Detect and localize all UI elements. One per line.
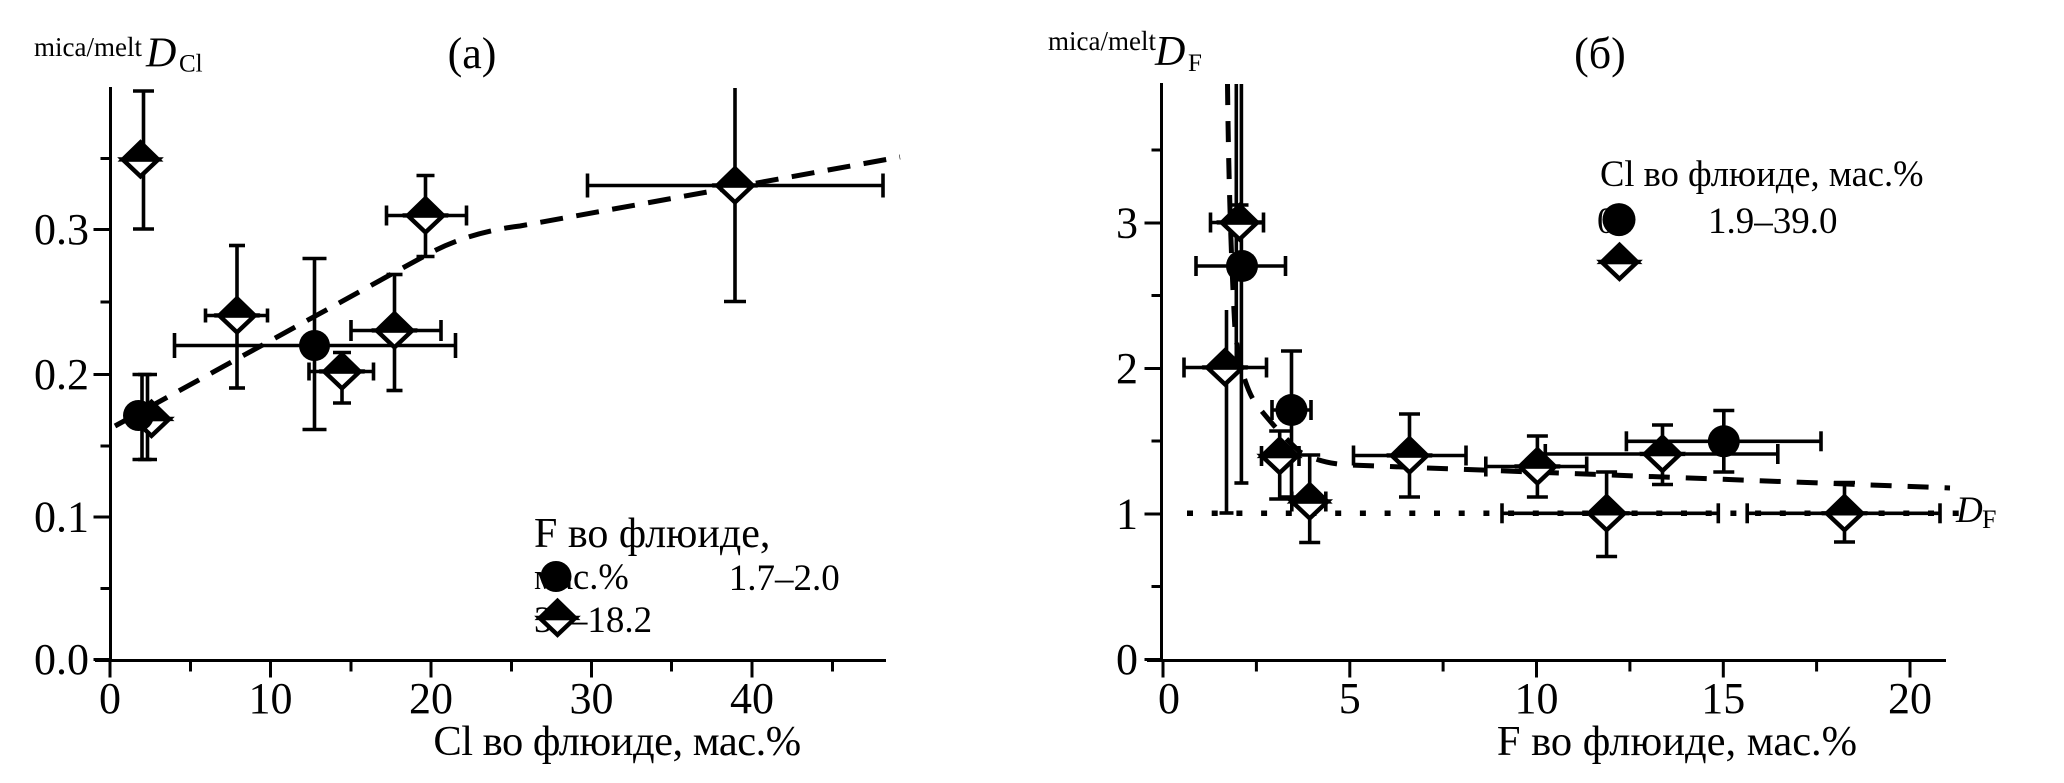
svg-text:1.7–2.0: 1.7–2.0 <box>729 558 840 599</box>
svg-text:2: 2 <box>1116 344 1138 393</box>
svg-text:mica/melt: mica/melt <box>34 32 142 62</box>
svg-text:15: 15 <box>1701 674 1745 723</box>
svg-text:30: 30 <box>570 674 614 723</box>
svg-text:1: 1 <box>1116 490 1138 539</box>
svg-text:20: 20 <box>1888 674 1932 723</box>
svg-text:5: 5 <box>1339 674 1361 723</box>
svg-text:Cl: Cl <box>179 51 203 78</box>
svg-text:0.1: 0.1 <box>34 493 89 542</box>
svg-text:0: 0 <box>1158 674 1180 723</box>
svg-text:1.9–39.0: 1.9–39.0 <box>1708 201 1838 242</box>
svg-text:40: 40 <box>730 674 774 723</box>
svg-text:(а): (а) <box>448 29 497 78</box>
svg-text:10: 10 <box>249 674 293 723</box>
svg-text:D: D <box>145 31 176 77</box>
svg-text:D: D <box>1154 29 1185 75</box>
svg-text:Cl во флюиде, мас.%: Cl во флюиде, мас.% <box>1600 153 1924 194</box>
svg-text:D: D <box>1955 490 1983 531</box>
svg-text:–18.2: –18.2 <box>568 600 652 641</box>
svg-text:F: F <box>1188 50 1202 77</box>
svg-text:Cl во флюиде, мас.%: Cl во флюиде, мас.% <box>433 718 800 765</box>
svg-text:0.2: 0.2 <box>34 350 89 399</box>
svg-text:F: F <box>1982 505 1996 534</box>
svg-text:10: 10 <box>1515 674 1559 723</box>
svg-text:F во флюиде, мас.%: F во флюиде, мас.% <box>1497 718 1857 765</box>
svg-text:3: 3 <box>1116 199 1138 248</box>
svg-text:20: 20 <box>409 674 453 723</box>
svg-text:0.3: 0.3 <box>34 205 89 254</box>
svg-text:0: 0 <box>1116 635 1138 684</box>
svg-text:F во флюиде,: F во флюиде, <box>534 511 770 557</box>
svg-text:0: 0 <box>99 674 121 723</box>
svg-text:mica/melt: mica/melt <box>1048 26 1156 56</box>
svg-text:0.0: 0.0 <box>34 635 89 684</box>
svg-text:(б): (б) <box>1574 29 1626 78</box>
